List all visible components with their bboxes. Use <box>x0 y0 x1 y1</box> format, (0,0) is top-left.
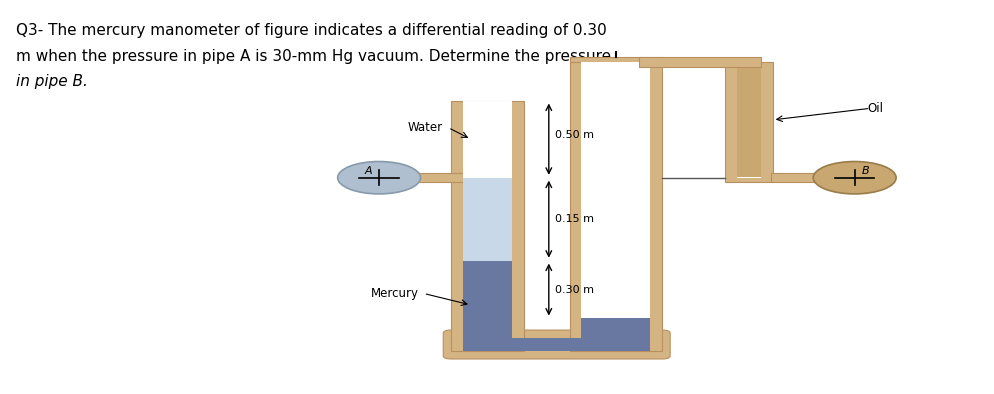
Text: 0.30 m: 0.30 m <box>555 284 593 295</box>
Text: 0.15 m: 0.15 m <box>555 214 593 224</box>
Circle shape <box>812 162 896 194</box>
Bar <box>569 58 662 62</box>
Text: A: A <box>364 166 372 176</box>
Bar <box>569 62 662 351</box>
Text: Water: Water <box>408 121 442 134</box>
Text: m when the pressure in pipe A is 30-mm Hg vacuum. Determine the pressure: m when the pressure in pipe A is 30-mm H… <box>16 48 610 63</box>
Bar <box>770 173 832 182</box>
Bar <box>725 62 772 182</box>
Bar <box>462 338 650 351</box>
Bar <box>580 318 650 338</box>
Bar <box>580 62 650 351</box>
Bar <box>450 100 524 351</box>
Text: Oil: Oil <box>867 102 883 115</box>
Circle shape <box>337 162 420 194</box>
Bar <box>462 100 512 351</box>
FancyBboxPatch shape <box>442 330 670 359</box>
Bar <box>638 58 760 67</box>
Text: Mercury: Mercury <box>370 287 418 300</box>
Bar <box>462 261 512 338</box>
Text: 0.50 m: 0.50 m <box>555 130 593 140</box>
Bar <box>462 178 512 261</box>
Bar <box>737 62 760 178</box>
Text: Q3- The mercury manometer of figure indicates a differential reading of 0.30: Q3- The mercury manometer of figure indi… <box>16 24 606 39</box>
Bar <box>462 338 650 351</box>
Text: B: B <box>861 166 869 176</box>
Bar <box>462 338 650 351</box>
Bar <box>737 62 760 177</box>
Text: in pipe B.: in pipe B. <box>16 74 87 89</box>
Bar <box>399 173 474 182</box>
